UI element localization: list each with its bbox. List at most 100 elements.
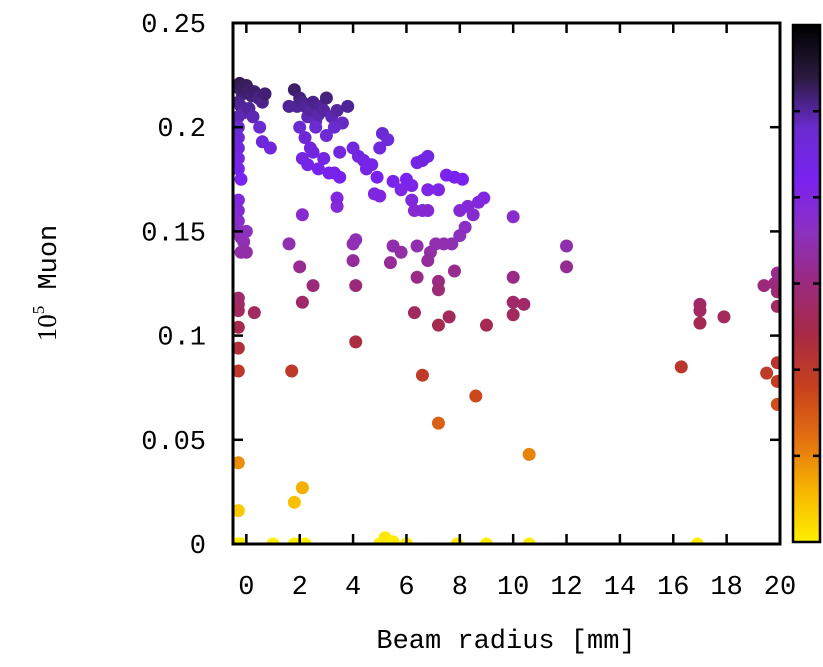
data-point: [234, 172, 248, 186]
data-point: [693, 304, 707, 318]
data-point: [770, 374, 780, 388]
data-point: [234, 537, 248, 544]
data-point: [233, 214, 245, 228]
data-point: [365, 158, 379, 172]
y-axis-label: 105 Muon: [29, 225, 65, 342]
data-point: [690, 537, 704, 544]
data-point: [295, 208, 309, 222]
data-point: [522, 447, 536, 461]
data-point: [237, 235, 251, 249]
data-point: [373, 189, 387, 203]
y-tick-label: 0.25: [141, 11, 206, 41]
data-point: [506, 295, 520, 309]
data-point: [319, 91, 333, 105]
data-point: [349, 279, 363, 293]
data-point: [234, 245, 248, 259]
data-point: [431, 283, 445, 297]
data-point: [674, 360, 688, 374]
data-point: [421, 204, 435, 218]
x-tick-label: 18: [710, 573, 742, 603]
data-point: [431, 183, 445, 197]
data-point: [233, 110, 245, 124]
data-point: [266, 537, 280, 544]
data-point: [447, 264, 461, 278]
data-point: [760, 366, 774, 380]
data-point: [233, 364, 245, 378]
data-point: [445, 237, 459, 251]
x-tick-label: 8: [452, 573, 468, 603]
data-point: [370, 170, 384, 184]
data-point: [306, 145, 320, 159]
data-point: [770, 285, 780, 299]
y-tick-label: 0.15: [141, 219, 206, 249]
x-tick-label: 2: [292, 573, 308, 603]
data-point: [560, 239, 574, 253]
data-point: [330, 199, 344, 213]
data-point: [479, 537, 493, 544]
data-point: [346, 254, 360, 268]
data-point: [506, 270, 520, 284]
data-point: [770, 266, 780, 280]
data-point: [717, 310, 731, 324]
data-point: [405, 193, 419, 207]
data-point: [479, 318, 493, 332]
data-point: [522, 537, 536, 544]
data-point: [233, 341, 245, 355]
y-axis-label-exponent: 5: [29, 306, 48, 315]
data-point: [407, 306, 421, 320]
y-axis-label-text: Muon: [35, 225, 65, 306]
data-point: [309, 120, 323, 134]
data-point: [477, 191, 491, 205]
data-point: [693, 316, 707, 330]
data-point: [295, 295, 309, 309]
data-point: [298, 537, 312, 544]
data-point: [317, 151, 331, 165]
data-point: [333, 170, 347, 184]
data-point: [394, 183, 408, 197]
data-point: [349, 233, 363, 247]
x-tick-label: 16: [657, 573, 689, 603]
colorbar-ticks: [793, 109, 820, 458]
y-tick-label: 0.1: [157, 324, 206, 354]
data-point: [469, 389, 483, 403]
data-point: [770, 299, 780, 313]
data-point: [258, 87, 272, 101]
data-point: [233, 456, 245, 470]
data-point: [517, 297, 531, 311]
data-point: [466, 208, 480, 222]
data-point: [757, 279, 771, 293]
data-point: [263, 141, 277, 155]
colorbar: [791, 23, 822, 544]
data-point: [301, 158, 315, 172]
data-point: [386, 174, 400, 188]
data-point: [421, 183, 435, 197]
data-point: [421, 149, 435, 163]
data-point: [285, 364, 299, 378]
data-point: [287, 495, 301, 509]
data-point: [311, 162, 325, 176]
data-point: [239, 224, 253, 238]
x-axis-label: Beam radius [mm]: [376, 627, 635, 657]
x-tick-label: 6: [398, 573, 414, 603]
data-point: [458, 220, 472, 234]
data-point: [233, 151, 245, 165]
data-point: [421, 254, 435, 268]
y-tick-label: 0.2: [157, 115, 206, 145]
data-points: [233, 76, 780, 544]
data-point: [381, 133, 395, 147]
data-point: [233, 131, 245, 145]
x-axis: 0 2 4 6 8 10 12 14 16 18 20: [238, 23, 796, 603]
data-point: [506, 210, 520, 224]
data-point: [560, 260, 574, 274]
data-point: [233, 304, 245, 318]
y-axis: 0 0.05 0.1 0.15 0.2 0.25: [141, 11, 780, 562]
x-tick-label: 14: [604, 573, 636, 603]
x-tick-label: 4: [345, 573, 361, 603]
data-point: [405, 179, 419, 193]
data-point: [770, 397, 780, 411]
data-point: [349, 335, 363, 349]
data-point: [233, 204, 245, 218]
data-point: [233, 141, 245, 155]
data-point: [233, 162, 245, 176]
